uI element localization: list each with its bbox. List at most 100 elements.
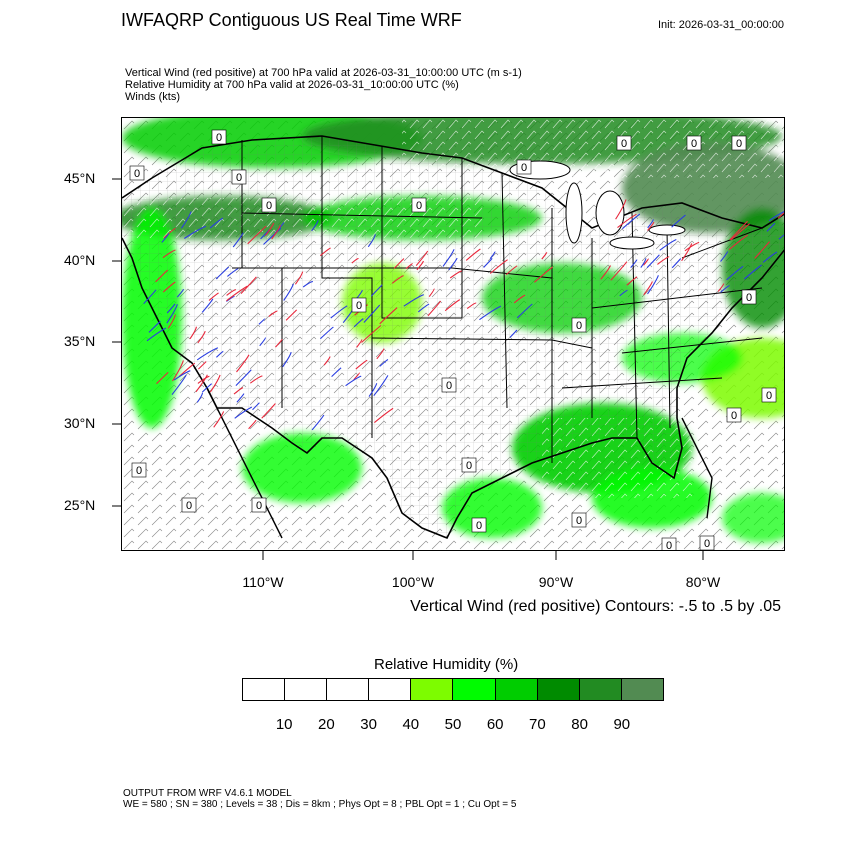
contour-label-text: 0 [476, 520, 482, 532]
vertical-wind-contour [405, 263, 414, 270]
vertical-wind-contour [449, 270, 462, 279]
contour-label-text: 0 [216, 132, 222, 144]
vertical-wind-contour [363, 304, 381, 323]
vertical-wind-contour [442, 249, 455, 267]
vertical-wind-contour [681, 243, 693, 262]
vertical-wind-contour [720, 284, 730, 293]
lat-label-25n: 25°N [64, 497, 96, 513]
footer: OUTPUT FROM WRF V4.6.1 MODEL WE = 580 ; … [123, 788, 516, 810]
init-time: Init: 2026-03-31_00:00:00 [658, 19, 784, 31]
contour-label-text: 0 [256, 500, 262, 512]
vertical-wind-contour [448, 257, 458, 271]
vertical-wind-contour [622, 213, 641, 230]
subtitle-block: Vertical Wind (red positive) at 700 hPa … [125, 67, 522, 103]
contour-label-box [251, 497, 267, 513]
vertical-wind-contour [195, 374, 208, 393]
vertical-wind-contour [143, 289, 157, 304]
vertical-wind-contour [197, 330, 206, 344]
vertical-wind-contour [643, 281, 653, 296]
vertical-wind-contour [671, 258, 682, 269]
baja-coast [206, 387, 283, 539]
vertical-wind-contour [370, 284, 383, 297]
vertical-wind-contour [640, 258, 647, 268]
contour-label-text: 0 [731, 410, 737, 422]
lat-label-30n: 30°N [64, 415, 96, 431]
vertical-wind-contour [261, 403, 276, 419]
vertical-wind-contour [171, 374, 187, 395]
colorbar-label: 90 [613, 716, 631, 733]
colorbar-box [453, 679, 496, 700]
vertical-wind-contour [647, 221, 655, 231]
vertical-wind-contour [361, 325, 382, 343]
lon-label-80w: 80°W [685, 574, 721, 590]
vertical-wind-contour [201, 298, 214, 313]
vertical-wind-contour [331, 367, 342, 377]
colorbar-title: Relative Humidity (%) [374, 656, 519, 673]
vertical-wind-contour [657, 256, 670, 265]
contour-label-box [261, 197, 277, 213]
colorbar-box [411, 679, 454, 700]
vertical-wind-contour [178, 362, 196, 377]
vertical-wind-contour [247, 225, 267, 245]
colorbar-box [285, 679, 328, 700]
vertical-wind-contour [323, 356, 331, 366]
colorbar-box [537, 679, 580, 700]
vertical-wind-contour [355, 359, 368, 370]
vertical-wind-contour [509, 329, 518, 338]
map-canvas: 0 0 0 0 0 0 0 0 0 0 0 0 0 0 0 0 0 0 0 0 0 0 0 [122, 118, 784, 550]
contour-label-box [411, 197, 427, 213]
contour-label-text: 0 [446, 380, 452, 392]
vertical-wind-contour [302, 281, 313, 288]
contour-label-box [471, 517, 487, 533]
vertical-wind-contour [311, 220, 319, 232]
vertical-wind-contour [353, 318, 364, 328]
vertical-wind-contour [265, 222, 275, 236]
colorbar-label: 30 [360, 716, 377, 733]
vertical-wind-contour [215, 266, 230, 280]
contour-label-text: 0 [704, 538, 710, 550]
contour-label-box [181, 497, 197, 513]
vertical-wind-contour [259, 337, 267, 347]
vertical-wind-contour [156, 371, 169, 385]
vertical-wind-contour [743, 264, 762, 280]
vertical-wind-contour [227, 268, 239, 277]
vertical-wind-contour [236, 354, 250, 373]
contour-label-box [731, 135, 747, 151]
vertical-wind-contour [240, 276, 257, 294]
colorbar-label: 40 [402, 716, 420, 733]
contour-label-box [571, 317, 587, 333]
vertical-wind-contour [166, 303, 176, 314]
vertical-wind-contour [345, 375, 362, 387]
vertical-wind-contour [368, 383, 378, 397]
vertical-wind-contour [466, 302, 477, 310]
vertical-wind-contour [403, 294, 425, 307]
vertical-wind-contour [176, 289, 185, 298]
vertical-wind-contour [465, 248, 481, 261]
vertical-wind-contour [415, 250, 429, 266]
contour-label-box [741, 289, 757, 305]
vertical-wind-contour [283, 283, 294, 301]
vertical-wind-contour [173, 370, 191, 381]
vertical-wind-contour [226, 289, 236, 296]
contour-label-box [726, 407, 742, 423]
vertical-wind-contour [726, 265, 744, 281]
contour-label-text: 0 [466, 460, 472, 472]
vertical-wind-contour [282, 352, 292, 368]
vertical-wind-contour [148, 320, 161, 333]
vertical-wind-contour [416, 260, 424, 271]
vertical-wind-contour [183, 225, 207, 239]
vertical-wind-contour [489, 251, 496, 259]
vertical-wind-contour [235, 369, 252, 386]
footer-config: WE = 580 ; SN = 380 ; Levels = 38 ; Dis … [123, 799, 517, 810]
colorbar-label: 80 [571, 716, 588, 733]
vertical-wind-contour [252, 402, 260, 411]
vertical-wind-contour [208, 292, 219, 301]
colorbar-box [495, 679, 538, 700]
vertical-wind-contour [417, 303, 430, 313]
vertical-wind-contour [391, 275, 404, 284]
vertical-wind-contour [659, 238, 677, 251]
vertical-wind-contour [483, 258, 493, 268]
contour-label-box [571, 512, 587, 528]
vertical-wind-contour [232, 232, 244, 248]
vertical-wind-contour [541, 251, 548, 260]
